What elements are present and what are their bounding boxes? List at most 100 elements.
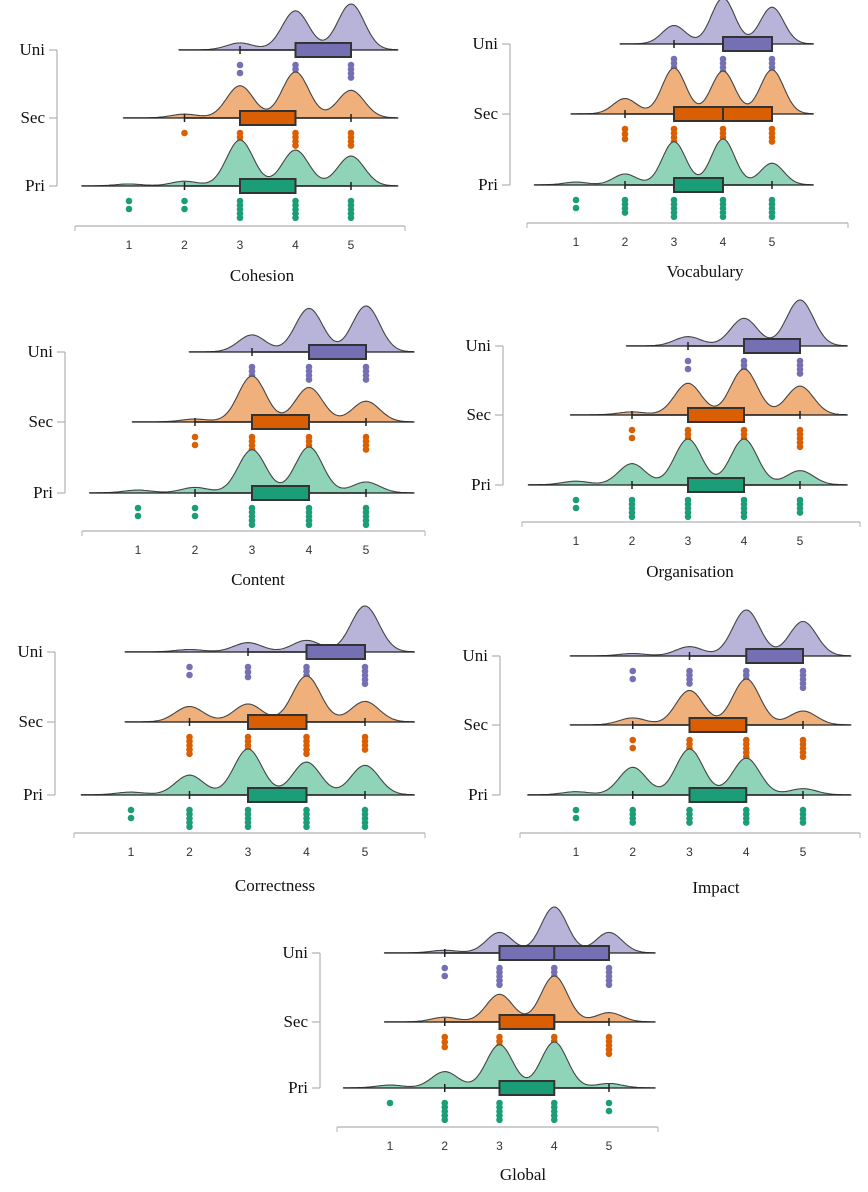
data-point [347,214,355,222]
panel-correctness: 1 2 3 4 5 Correctness Uni Sec Pri [18,605,426,895]
data-point [244,823,252,831]
data-point [572,806,580,814]
data-point [496,1116,503,1124]
data-point [799,684,807,692]
chart-title: Vocabulary [666,262,744,281]
chart-title: Organisation [646,562,734,581]
data-point [572,196,580,204]
x-tick-label: 1 [573,235,580,249]
group-label: Sec [283,1012,308,1031]
data-point [796,443,804,451]
group-pri: Pri [478,138,814,221]
group-pri: Pri [288,1041,656,1124]
box [688,787,748,803]
data-point [686,680,693,687]
group-label: Uni [283,943,309,962]
x-tick-label: 4 [306,543,313,557]
data-point [572,504,580,512]
box [743,338,801,354]
data-point [361,823,369,831]
panel-content: 1 2 3 4 5 Content Uni Sec Pri [28,305,426,589]
data-point [191,433,199,441]
data-point [244,668,252,676]
data-point [621,135,629,143]
group-label: Pri [478,175,498,194]
x-tick-label: 3 [237,238,244,252]
x-tick-label: 3 [245,845,252,859]
data-point [799,753,807,761]
x-tick-label: 4 [303,845,310,859]
x-tick-label: 5 [348,238,355,252]
data-point [441,972,449,980]
box [673,177,724,193]
group-sec: Sec [28,375,415,458]
group-label: Uni [28,342,54,361]
group-label: Uni [18,642,44,661]
density-curve [527,748,852,796]
data-point [628,426,636,434]
density-curve [81,139,399,187]
data-point [799,819,807,826]
density-curve [80,748,415,796]
data-point [629,675,637,683]
group-label: Pri [288,1078,308,1097]
data-point [796,370,804,377]
data-point [796,509,804,516]
group-sec: Sec [18,675,415,758]
data-point [629,667,637,675]
data-point [191,504,199,512]
group-uni: Uni [466,299,848,377]
group-label: Sec [466,405,491,424]
data-point [303,823,310,831]
data-point [125,197,133,205]
data-point [441,1043,449,1051]
data-point [305,521,313,529]
x-tick-label: 4 [743,845,750,859]
density-curve [619,0,814,45]
data-point [441,1033,449,1041]
x-tick-label: 5 [362,845,369,859]
data-point [134,504,142,512]
data-point [125,205,133,213]
data-point [186,671,193,679]
data-point [191,512,199,520]
data-point [686,819,693,826]
x-tick-label: 2 [186,845,193,859]
x-tick-label: 2 [622,235,629,249]
data-point [719,213,727,221]
data-point [292,214,299,222]
data-point [236,61,244,69]
data-point [684,513,692,521]
x-tick-label: 5 [797,534,804,548]
data-point [628,434,636,442]
group-label: Sec [20,108,45,127]
group-sec: Sec [466,368,848,451]
box [687,407,745,423]
data-point [742,819,750,826]
box [294,42,352,58]
data-point [740,513,748,521]
data-point [134,512,142,520]
group-sec: Sec [473,67,814,150]
group-label: Uni [463,646,489,665]
density-curve [570,67,814,115]
box [722,36,773,52]
data-point [605,1050,613,1058]
box [247,714,308,730]
data-point [572,496,580,504]
data-point [441,964,449,972]
box [239,110,297,126]
group-pri: Pri [468,748,852,826]
data-point [684,365,692,373]
x-tick-label: 5 [606,1139,613,1153]
data-point [684,357,692,365]
x-tick-label: 3 [496,1139,503,1153]
box [239,178,297,194]
data-point [768,213,776,221]
data-point [181,205,188,213]
group-label: Uni [473,34,499,53]
data-point [670,213,678,221]
box [688,717,748,733]
group-uni: Uni [473,0,814,75]
